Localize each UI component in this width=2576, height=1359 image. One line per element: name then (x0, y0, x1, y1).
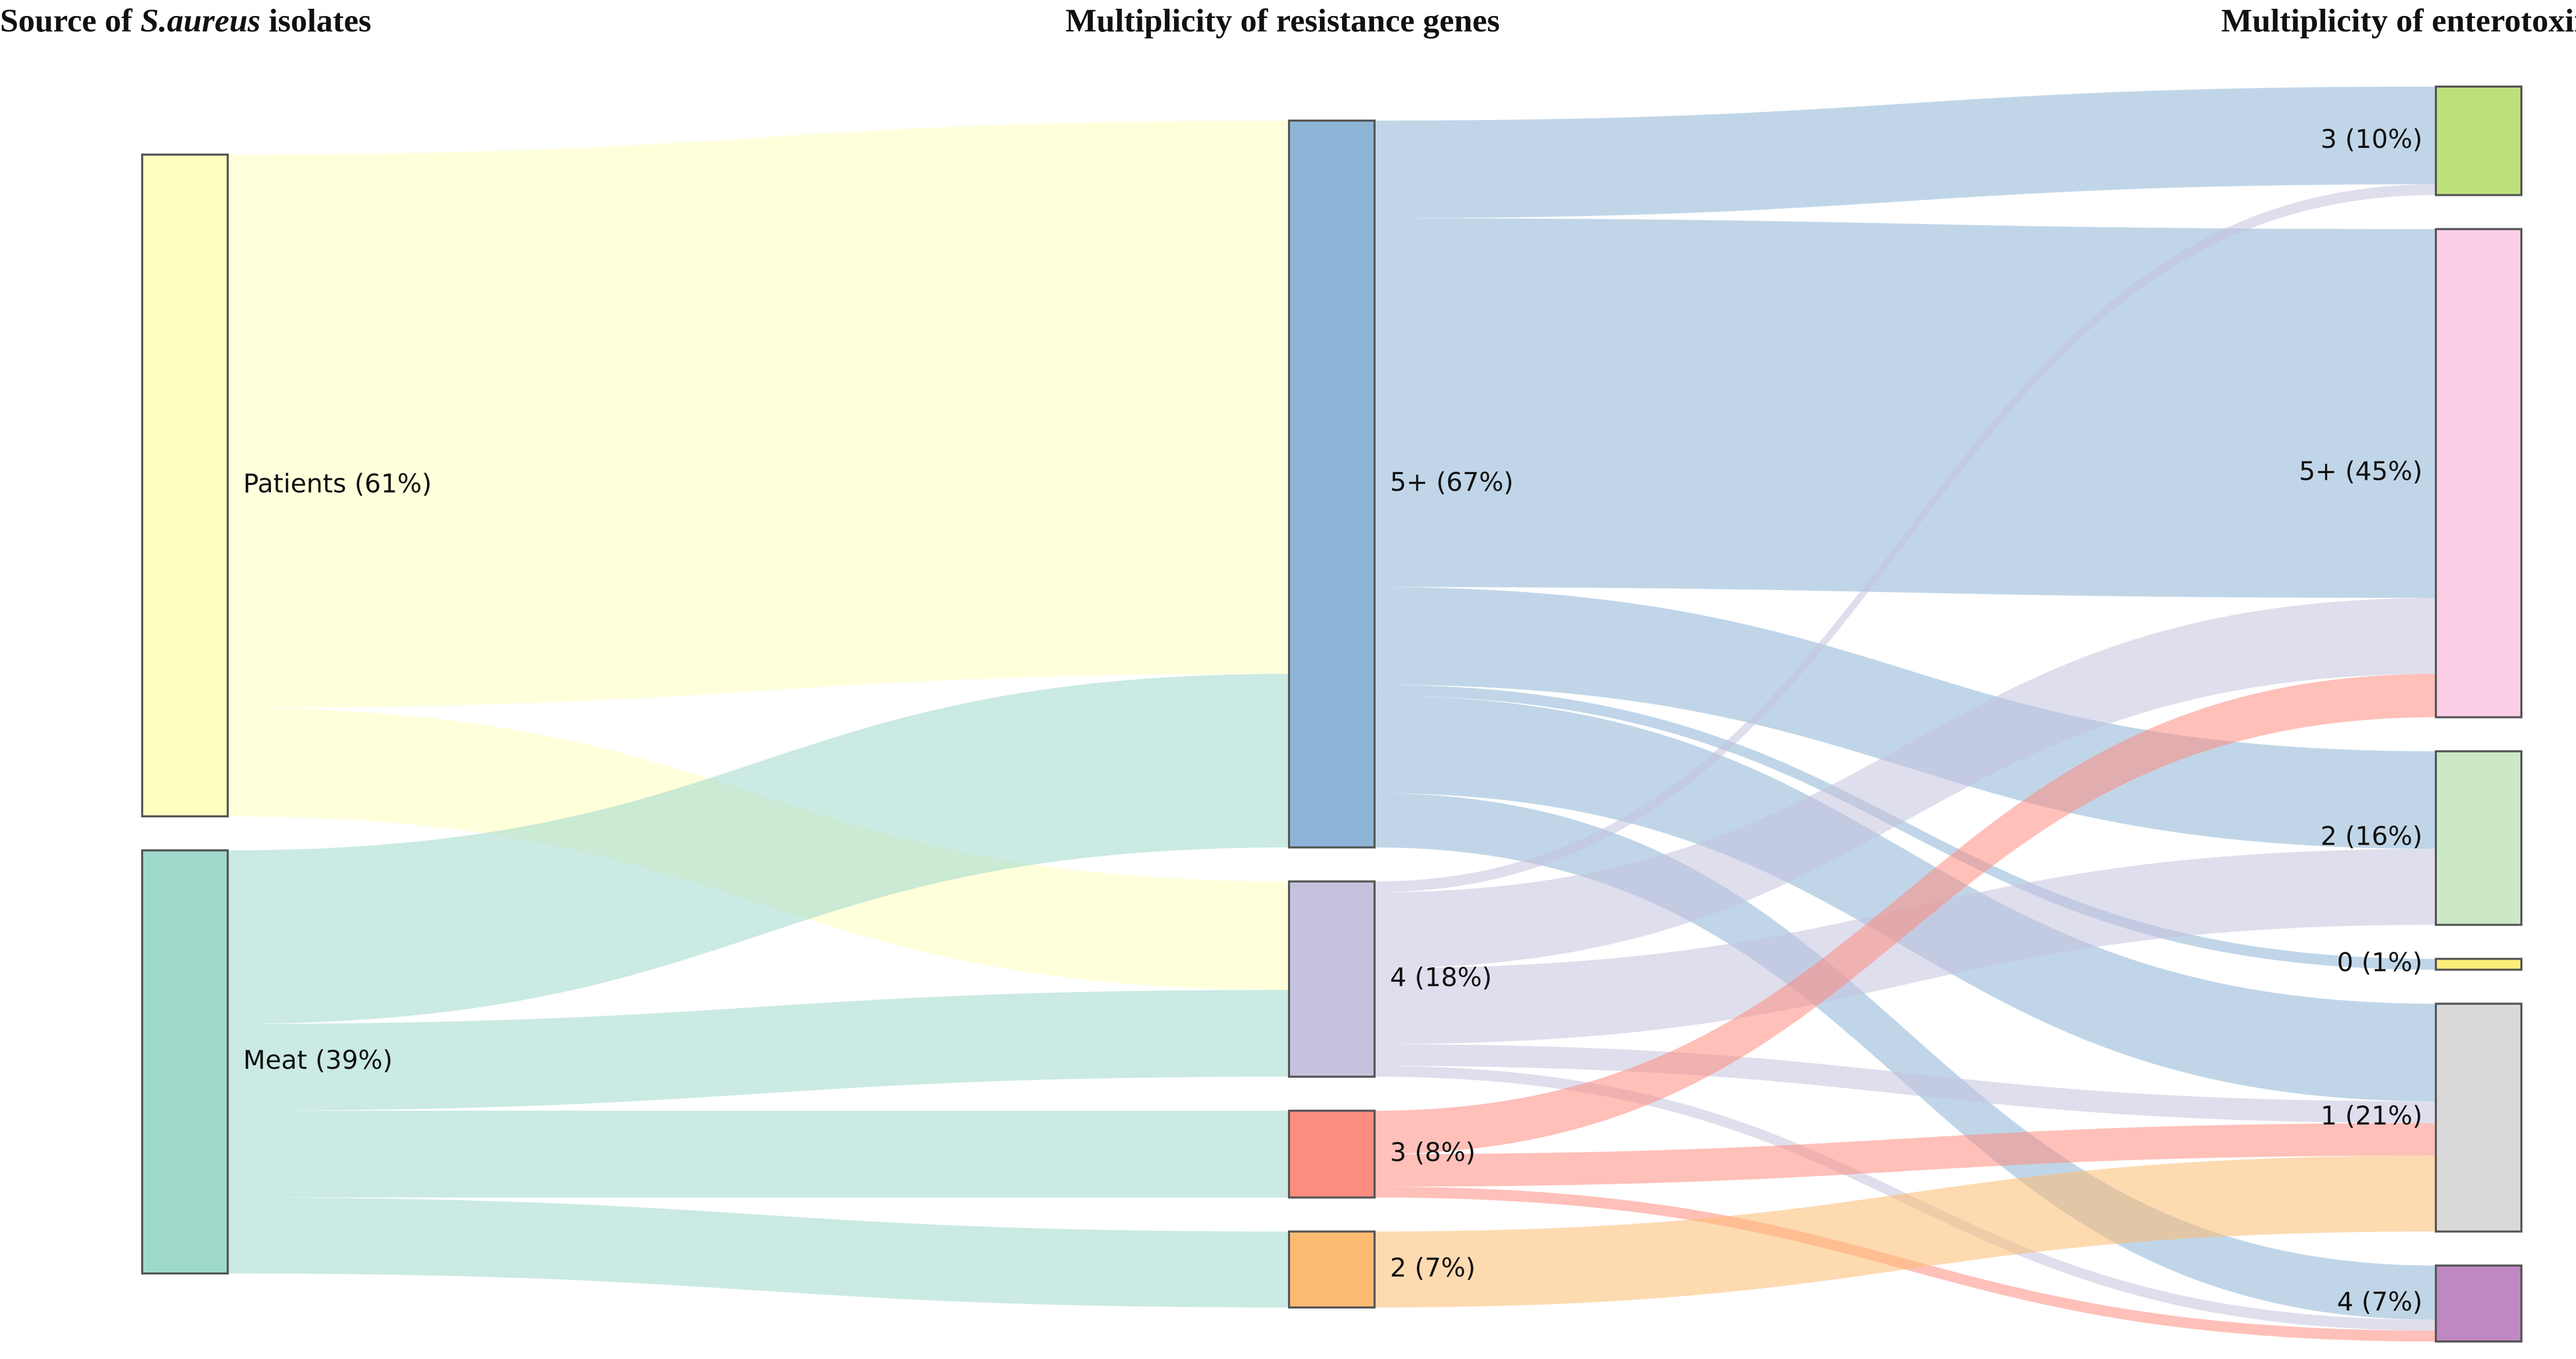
node-e1 (2435, 1002, 2522, 1233)
link-meat-to-r2 (228, 1197, 1289, 1307)
label-r5: 5+ (67%) (1390, 467, 1514, 497)
link-meat-to-r3 (228, 1111, 1289, 1198)
column-title-enterotoxin: Multiplicity of enterotoxin genes (2221, 2, 2576, 39)
link-r4-to-e3 (1375, 184, 2436, 893)
link-meat-to-r4 (228, 989, 1289, 1111)
column-title-resistance: Multiplicity of resistance genes (1065, 2, 1500, 39)
node-e2 (2435, 750, 2522, 926)
node-e0 (2435, 958, 2522, 971)
node-r3 (1288, 1110, 1376, 1199)
node-r4 (1288, 880, 1376, 1078)
node-meat (141, 849, 229, 1275)
link-r4-to-e2 (1375, 849, 2436, 1045)
link-r3-to-e1 (1375, 1123, 2436, 1187)
label-e0: 0 (1%) (2337, 948, 2422, 978)
link-r3-to-e5 (1375, 674, 2436, 1154)
column-title-source: Source of S.aureus isolates (0, 2, 371, 39)
link-r5-to-e3 (1375, 87, 2436, 219)
link-r5-to-e5 (1375, 218, 2436, 598)
link-r4-to-e5 (1375, 598, 2436, 968)
link-r2-to-e1 (1375, 1155, 2436, 1307)
label-r3: 3 (8%) (1390, 1137, 1476, 1167)
label-r2: 2 (7%) (1390, 1253, 1476, 1283)
link-r5-to-e4 (1375, 793, 2436, 1320)
link-r4-to-e1 (1375, 1044, 2436, 1123)
label-patients: Patients (61%) (243, 469, 432, 499)
link-meat-to-r5 (228, 674, 1289, 1024)
sankey-labels: Patients (61%) Meat (39%) 5+ (67%) 4 (18%) 3… (243, 124, 2422, 1317)
node-patients (141, 154, 229, 818)
node-e3 (2435, 86, 2522, 196)
node-e4 (2435, 1264, 2522, 1343)
link-r5-to-e2 (1375, 587, 2436, 849)
label-e3: 3 (10%) (2320, 124, 2422, 154)
node-r5 (1288, 120, 1376, 849)
label-meat: Meat (39%) (243, 1045, 393, 1075)
node-r2 (1288, 1230, 1376, 1308)
node-e5 (2435, 228, 2522, 718)
label-e1: 1 (21%) (2320, 1101, 2422, 1131)
sankey-nodes (141, 86, 2522, 1343)
label-r4: 4 (18%) (1390, 962, 1492, 992)
label-e5: 5+ (45%) (2299, 457, 2422, 486)
label-e4: 4 (7%) (2337, 1287, 2422, 1317)
sankey-links (228, 87, 2436, 1341)
link-r5-to-e0 (1375, 684, 2436, 970)
label-e2: 2 (16%) (2320, 821, 2422, 851)
link-patients-to-r5 (228, 121, 1289, 708)
